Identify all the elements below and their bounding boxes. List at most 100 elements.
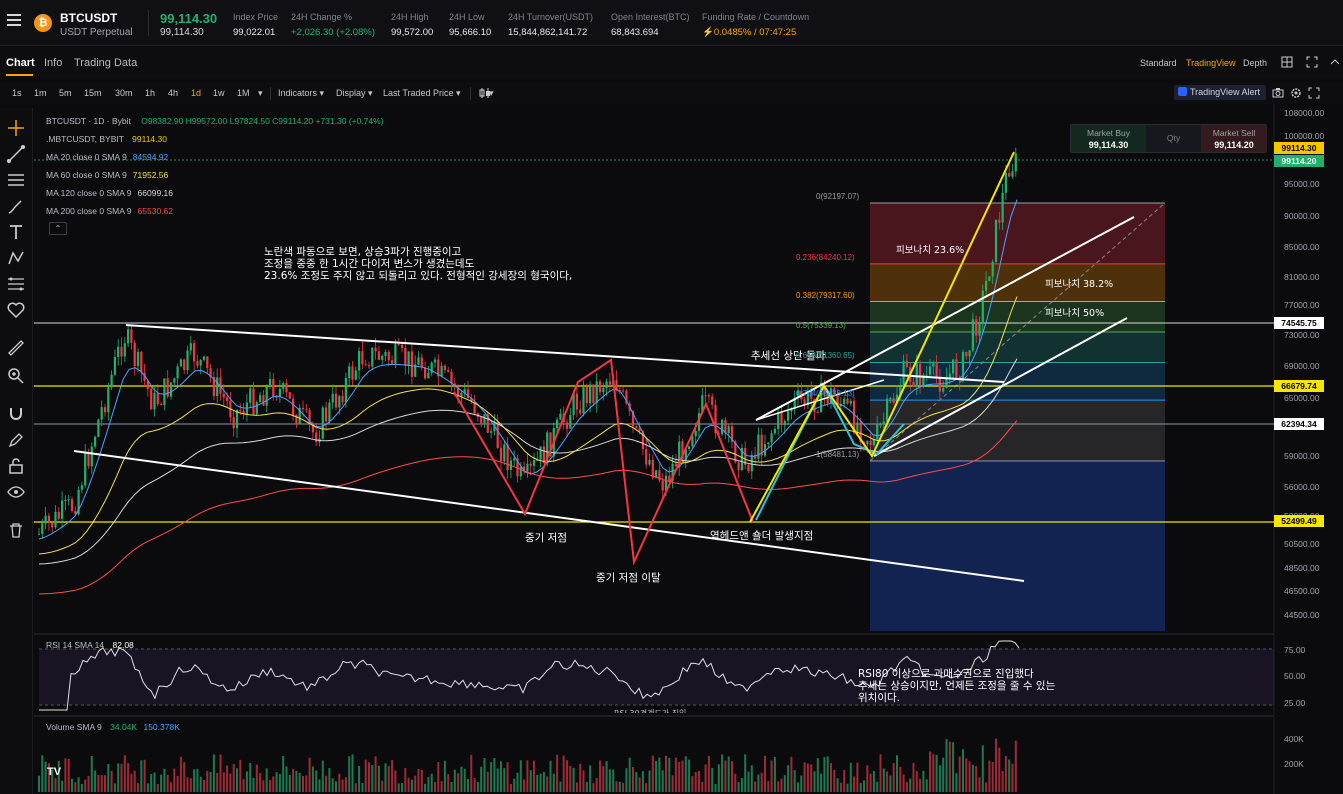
volume-bar (599, 760, 601, 792)
candle-body (942, 388, 945, 392)
display-button[interactable]: Display ▾ (336, 88, 373, 98)
price-chart[interactable]: BTCUSDT · 1D · Bybit O98382.90 H99572.00… (34, 104, 1343, 794)
candle-body (212, 377, 215, 397)
timeframe-1w[interactable]: 1w (213, 88, 225, 98)
candle-body (150, 388, 153, 410)
volume-bar (892, 763, 895, 792)
volume-bar (529, 770, 532, 792)
settings-gear-icon[interactable] (1290, 87, 1302, 99)
trendline (755, 216, 1135, 421)
symbol-name[interactable]: BTCUSDT (60, 11, 118, 25)
volume-bar (998, 747, 1001, 792)
market-buy-button[interactable]: Market Buy 99,114.30 (1071, 125, 1146, 152)
tab-trading-data[interactable]: Trading Data (74, 57, 138, 69)
candle-body (123, 343, 126, 357)
volume-bar (635, 772, 638, 792)
candle-body (328, 402, 331, 422)
ruler-icon[interactable] (6, 338, 26, 358)
volume-bar (668, 757, 671, 792)
volume-bar (536, 774, 539, 792)
candle-body (569, 414, 572, 429)
price-axis-label: 90000.00 (1284, 211, 1320, 221)
view-standard[interactable]: Standard (1140, 58, 1177, 68)
view-tradingview[interactable]: TradingView (1186, 58, 1236, 68)
collapse-legend-button[interactable]: ⌃ (49, 222, 67, 235)
pencil-lock-icon[interactable] (6, 430, 26, 450)
timeframe-1h[interactable]: 1h (145, 88, 156, 98)
price-axis-label: 73000.00 (1284, 330, 1320, 340)
pattern-icon[interactable] (6, 248, 26, 268)
more-timeframes[interactable]: ▾ (258, 88, 263, 98)
timeframe-30m[interactable]: 30m (115, 88, 133, 98)
chart-type-dropdown[interactable]: ▾ (489, 88, 494, 98)
volume-bar (483, 757, 486, 792)
view-depth[interactable]: Depth (1243, 58, 1268, 68)
candle-body (61, 500, 64, 519)
volume-bar (651, 755, 654, 792)
stat-2: 24H High 99,572.00 (391, 12, 433, 38)
timeframe-5m[interactable]: 5m (59, 88, 72, 98)
market-sell-button[interactable]: Market Sell 99,114.20 (1201, 125, 1267, 152)
tab-info[interactable]: Info (44, 57, 63, 69)
chevron-up-icon[interactable] (1330, 58, 1340, 66)
expand-icon[interactable] (1306, 56, 1318, 68)
candle-body (259, 395, 262, 403)
fibonacci-icon[interactable] (6, 274, 26, 294)
text-tool-icon[interactable] (6, 222, 26, 242)
candle-body (37, 533, 41, 535)
timeframe-1s[interactable]: 1s (12, 88, 22, 98)
volume-bar (1011, 763, 1014, 792)
candle-body (226, 397, 229, 402)
candle-body (648, 459, 651, 465)
indicators-button[interactable]: Indicators ▾ (278, 88, 325, 98)
tradingview-alert-button[interactable]: TradingView Alert (1174, 85, 1266, 100)
chart-canvas[interactable] (34, 104, 1343, 794)
menu-icon[interactable] (7, 14, 21, 26)
crosshair-icon[interactable] (6, 118, 26, 138)
candle-body (341, 396, 344, 403)
timeframe-4h[interactable]: 4h (168, 88, 179, 98)
heart-icon[interactable] (6, 300, 26, 320)
ma-value: 71952.56 (132, 170, 169, 180)
volume-bar (410, 779, 413, 792)
price-source-select[interactable]: Last Traded Price ▾ (383, 88, 461, 98)
candle-type-icon[interactable] (478, 87, 494, 99)
candle-body (711, 396, 714, 405)
trash-icon[interactable] (6, 520, 26, 540)
price-axis-label: 81000.00 (1284, 272, 1320, 282)
volume-bar (533, 760, 535, 792)
candle-body (575, 393, 578, 410)
magnet-icon[interactable] (6, 404, 26, 424)
brush-icon[interactable] (6, 196, 26, 216)
grid-layout-icon[interactable] (1281, 56, 1293, 68)
timeframe-15m[interactable]: 15m (84, 88, 102, 98)
qty-input[interactable]: Qty (1166, 133, 1181, 143)
volume-bar (325, 775, 328, 792)
candle-body (268, 378, 272, 387)
timeframe-1M[interactable]: 1M (237, 88, 250, 98)
volume-bar (427, 777, 430, 792)
volume-bar (968, 761, 971, 792)
candle-body (655, 470, 658, 478)
timeframe-1m[interactable]: 1m (34, 88, 47, 98)
timeframe-1d[interactable]: 1d (191, 88, 202, 98)
candle-body (232, 417, 235, 429)
tab-chart[interactable]: Chart (6, 57, 35, 69)
candle-body (787, 411, 790, 421)
trendline-icon[interactable] (6, 144, 26, 164)
volume-bar (321, 760, 324, 792)
lock-icon[interactable] (6, 456, 26, 476)
fullscreen-icon[interactable] (1308, 87, 1320, 99)
candle-body (384, 351, 387, 356)
candle-body (608, 381, 611, 385)
volume-bar (67, 758, 70, 792)
zoom-icon[interactable] (6, 366, 26, 386)
candle-body (988, 276, 991, 281)
volume-bar (562, 755, 565, 792)
camera-icon[interactable] (1272, 87, 1284, 98)
eye-icon[interactable] (6, 482, 26, 502)
candle-body (298, 407, 301, 425)
horizontal-lines-icon[interactable] (6, 170, 26, 190)
candle-body (651, 459, 654, 478)
ma20-line (38, 199, 1018, 540)
